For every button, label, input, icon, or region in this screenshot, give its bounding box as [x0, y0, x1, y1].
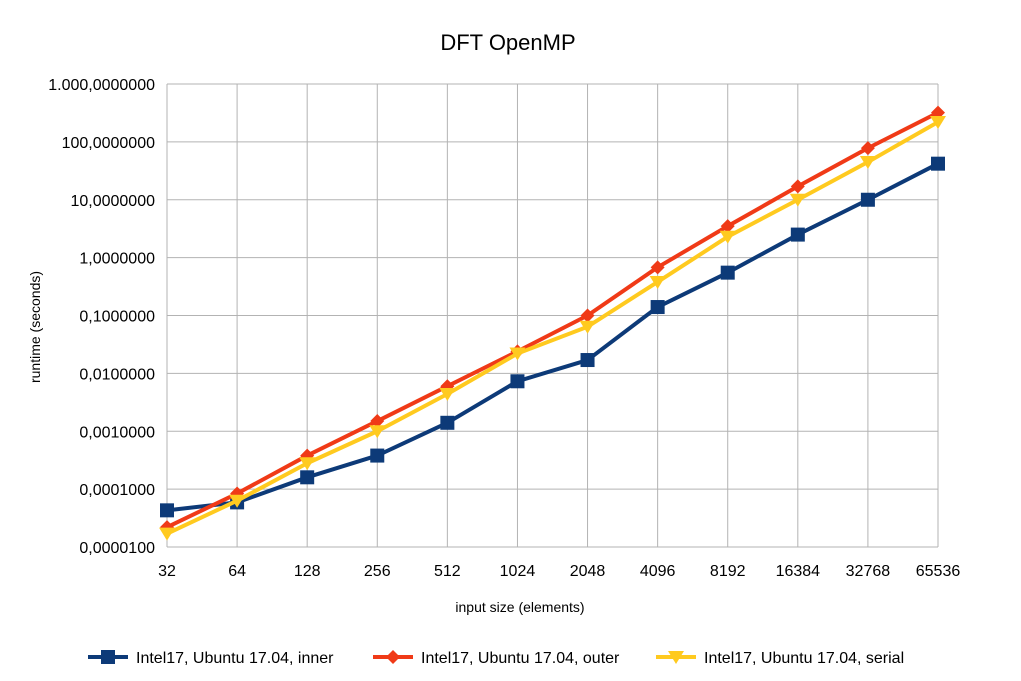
x-tick-label: 32 [158, 563, 176, 580]
x-tick-label: 64 [228, 563, 246, 580]
series-2 [159, 116, 946, 541]
legend-marker [668, 651, 684, 664]
x-tick-label: 1024 [500, 563, 536, 580]
y-tick-label: 0,0001000 [79, 482, 155, 499]
legend-item-1: Intel17, Ubuntu 17.04, outer [373, 650, 620, 667]
y-tick-label: 0,0000100 [79, 540, 155, 557]
data-point [789, 193, 806, 207]
data-point [160, 503, 174, 518]
x-axis-title: input size (elements) [455, 599, 584, 615]
x-tick-label: 128 [294, 563, 321, 580]
data-point [510, 374, 525, 389]
legend-item-2: Intel17, Ubuntu 17.04, serial [656, 650, 904, 667]
data-point [649, 275, 666, 289]
data-point [790, 227, 805, 242]
data-point [860, 141, 875, 156]
data-point [719, 230, 736, 244]
series [159, 105, 946, 541]
series-line [165, 110, 940, 530]
legend-marker [386, 650, 400, 664]
x-tick-label: 16384 [776, 563, 821, 580]
data-point [369, 425, 386, 439]
data-point [860, 192, 875, 207]
data-point [650, 260, 665, 275]
data-point [300, 470, 315, 485]
x-tick-label: 65536 [916, 563, 961, 580]
x-tick-label: 2048 [570, 563, 606, 580]
grid [166, 83, 939, 548]
data-point [509, 347, 526, 361]
x-tick-label: 512 [434, 563, 461, 580]
y-tick-label: 10,0000000 [70, 193, 155, 210]
y-axis-ticks: 0,0000100 0,0001000 0,0010000 0,0100000 0,10… [48, 77, 155, 557]
data-point [580, 308, 595, 323]
chart-title: DFT OpenMP [440, 30, 575, 55]
legend-marker [101, 650, 115, 664]
data-point [790, 179, 805, 194]
legend-label: Intel17, Ubuntu 17.04, serial [704, 650, 904, 667]
y-tick-label: 0,0100000 [79, 366, 155, 383]
data-point [439, 388, 456, 402]
data-point [440, 415, 455, 430]
x-tick-label: 8192 [710, 563, 746, 580]
data-point [370, 414, 385, 429]
data-point [720, 265, 735, 280]
data-point [859, 155, 876, 169]
data-point [930, 116, 946, 130]
x-tick-label: 4096 [640, 563, 676, 580]
x-tick-label: 256 [364, 563, 391, 580]
x-axis-ticks: 32 64 128 256 512 1024 2048 4096 8192 16384 32768 6… [158, 563, 960, 580]
data-point [650, 300, 665, 315]
data-point [299, 457, 316, 471]
legend: Intel17, Ubuntu 17.04, inner Intel17, Ubu… [88, 650, 904, 667]
legend-label: Intel17, Ubuntu 17.04, outer [421, 650, 620, 667]
data-point [159, 527, 175, 541]
series-0 [160, 156, 945, 518]
y-tick-label: 1.000,0000000 [48, 77, 155, 94]
x-tick-label: 32768 [846, 563, 891, 580]
legend-label: Intel17, Ubuntu 17.04, inner [136, 650, 334, 667]
data-point [370, 448, 385, 463]
data-point [579, 320, 596, 334]
data-point [580, 353, 595, 368]
data-point [720, 219, 735, 234]
series-1 [160, 105, 945, 535]
y-tick-label: 0,0010000 [79, 424, 155, 441]
y-axis-title: runtime (seconds) [27, 271, 43, 383]
y-tick-label: 0,1000000 [79, 309, 155, 326]
y-tick-label: 100,0000000 [62, 135, 156, 152]
series-line [165, 161, 940, 513]
legend-item-0: Intel17, Ubuntu 17.04, inner [88, 650, 334, 667]
y-tick-label: 1,0000000 [79, 251, 155, 268]
series-line [165, 120, 940, 536]
data-point [931, 156, 945, 171]
data-point [229, 494, 246, 508]
